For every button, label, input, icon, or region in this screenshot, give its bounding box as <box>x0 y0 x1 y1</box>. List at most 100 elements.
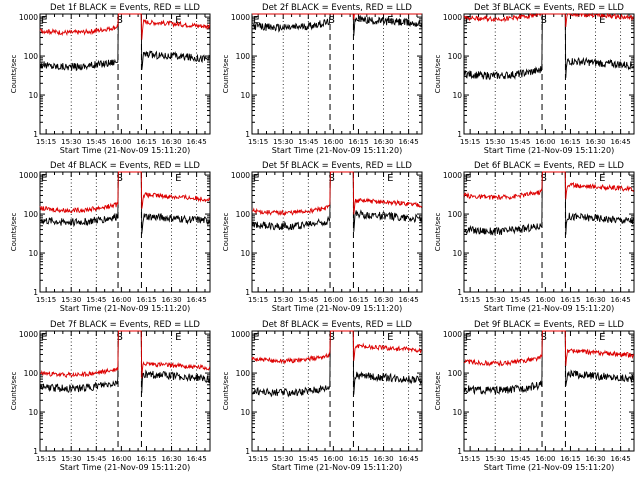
y-tick-label: 1 <box>245 447 250 456</box>
x-tick-label: 16:15 <box>560 138 580 146</box>
x-tick-label: 16:30 <box>373 138 393 146</box>
y-tick-label: 1000 <box>19 13 38 22</box>
y-tick-label: 10 <box>28 91 38 100</box>
y-axis-label: Counts/sec <box>222 213 230 252</box>
y-tick-label: 10 <box>452 408 462 417</box>
x-tick-label: 15:45 <box>510 296 530 304</box>
plot-frame <box>251 171 423 293</box>
x-tick-label: 16:00 <box>323 296 343 304</box>
x-tick-label: 16:30 <box>161 138 181 146</box>
y-tick-label: 1000 <box>231 13 250 22</box>
x-axis-label: Start Time (21-Nov-09 15:11:20) <box>60 463 190 472</box>
x-tick-label: 15:15 <box>460 138 480 146</box>
marker-e_right: E <box>175 173 181 184</box>
x-tick-label: 15:45 <box>510 455 530 463</box>
x-tick-label: 16:30 <box>161 455 181 463</box>
panel-det-5: Det 5f BLACK = Events, RED = LLD 1 10 100 10… <box>222 161 423 313</box>
x-tick-label: 16:00 <box>535 296 555 304</box>
y-tick-label: 1 <box>457 288 462 297</box>
y-tick-label: 1000 <box>19 330 38 339</box>
plot-frame <box>463 13 635 135</box>
x-tick-label: 15:15 <box>36 296 56 304</box>
x-tick-label: 15:30 <box>61 138 81 146</box>
y-axis-label: Counts/sec <box>10 55 18 94</box>
y-tick-label: 10 <box>452 91 462 100</box>
panel-title: Det 1f BLACK = Events, RED = LLD <box>50 3 200 13</box>
x-tick-label: 15:45 <box>298 138 318 146</box>
x-tick-label: 16:30 <box>585 296 605 304</box>
x-tick-label: 16:45 <box>187 138 207 146</box>
x-tick-label: 16:30 <box>373 455 393 463</box>
x-tick-label: 15:15 <box>460 296 480 304</box>
y-tick-label: 1000 <box>231 171 250 180</box>
marker-e_right: E <box>387 332 393 343</box>
x-tick-label: 16:45 <box>399 296 419 304</box>
marker-e_left: E <box>253 332 259 343</box>
x-axis-label: Start Time (21-Nov-09 15:11:20) <box>484 146 614 155</box>
y-tick-label: 1000 <box>231 330 250 339</box>
x-tick-label: 15:15 <box>248 138 268 146</box>
y-tick-label: 1 <box>33 288 38 297</box>
y-tick-label: 10 <box>28 408 38 417</box>
y-tick-label: 1000 <box>19 171 38 180</box>
x-tick-label: 16:30 <box>585 455 605 463</box>
x-tick-label: 15:45 <box>298 455 318 463</box>
x-tick-label: 15:30 <box>485 138 505 146</box>
lld-series-line <box>463 12 634 27</box>
marker-s: S <box>329 173 335 184</box>
x-tick-label: 15:45 <box>86 138 106 146</box>
panel-title: Det 6f BLACK = Events, RED = LLD <box>474 161 624 171</box>
x-tick-label: 16:00 <box>323 138 343 146</box>
x-axis-label: Start Time (21-Nov-09 15:11:20) <box>272 146 402 155</box>
y-tick-label: 100 <box>236 210 251 219</box>
x-tick-label: 15:30 <box>273 455 293 463</box>
x-tick-label: 16:45 <box>187 296 207 304</box>
panel-title: Det 7f BLACK = Events, RED = LLD <box>50 320 200 330</box>
x-tick-label: 15:30 <box>273 138 293 146</box>
y-axis-label: Counts/sec <box>434 213 442 252</box>
x-tick-label: 16:30 <box>585 138 605 146</box>
x-tick-label: 15:45 <box>298 296 318 304</box>
panel-title: Det 9f BLACK = Events, RED = LLD <box>474 320 624 330</box>
y-axis-label: Counts/sec <box>10 372 18 411</box>
panel-title: Det 4f BLACK = Events, RED = LLD <box>50 161 200 171</box>
events-series-line <box>39 330 211 394</box>
y-tick-label: 100 <box>236 52 251 61</box>
x-tick-label: 15:30 <box>485 455 505 463</box>
lld-series-line <box>39 171 211 214</box>
x-axis-label: Start Time (21-Nov-09 15:11:20) <box>60 304 190 313</box>
y-tick-label: 1000 <box>443 13 462 22</box>
x-tick-label: 16:15 <box>348 296 368 304</box>
y-tick-label: 100 <box>448 52 463 61</box>
marker-e_right: E <box>387 173 393 184</box>
x-tick-label: 15:30 <box>61 455 81 463</box>
marker-e_right: E <box>175 15 181 26</box>
events-series-line <box>251 13 423 36</box>
events-series-line <box>251 171 423 232</box>
y-tick-label: 1 <box>457 447 462 456</box>
lld-series-line <box>463 330 635 367</box>
x-tick-label: 16:45 <box>611 138 631 146</box>
panel-title: Det 8f BLACK = Events, RED = LLD <box>262 320 412 330</box>
y-tick-label: 1 <box>245 130 250 139</box>
marker-s: S <box>117 15 123 26</box>
x-tick-label: 16:15 <box>136 296 156 304</box>
y-tick-label: 100 <box>24 52 39 61</box>
marker-e_left: E <box>465 15 471 26</box>
y-tick-label: 1 <box>33 447 38 456</box>
y-tick-label: 1 <box>457 130 462 139</box>
lld-series-line <box>39 13 211 40</box>
panel-det-4: Det 4f BLACK = Events, RED = LLD 1 10 100 10… <box>10 161 211 313</box>
marker-e_left: E <box>465 332 471 343</box>
x-tick-label: 16:30 <box>161 296 181 304</box>
panel-det-6: Det 6f BLACK = Events, RED = LLD 1 10 100 10… <box>434 161 635 313</box>
x-tick-label: 16:45 <box>611 296 631 304</box>
events-series-line <box>463 330 635 396</box>
y-tick-label: 10 <box>28 249 38 258</box>
marker-e_right: E <box>175 332 181 343</box>
y-tick-label: 1000 <box>443 171 462 180</box>
x-tick-label: 15:15 <box>248 455 268 463</box>
plot-frame <box>39 171 211 293</box>
x-tick-label: 15:30 <box>485 296 505 304</box>
events-series-line <box>463 13 635 81</box>
